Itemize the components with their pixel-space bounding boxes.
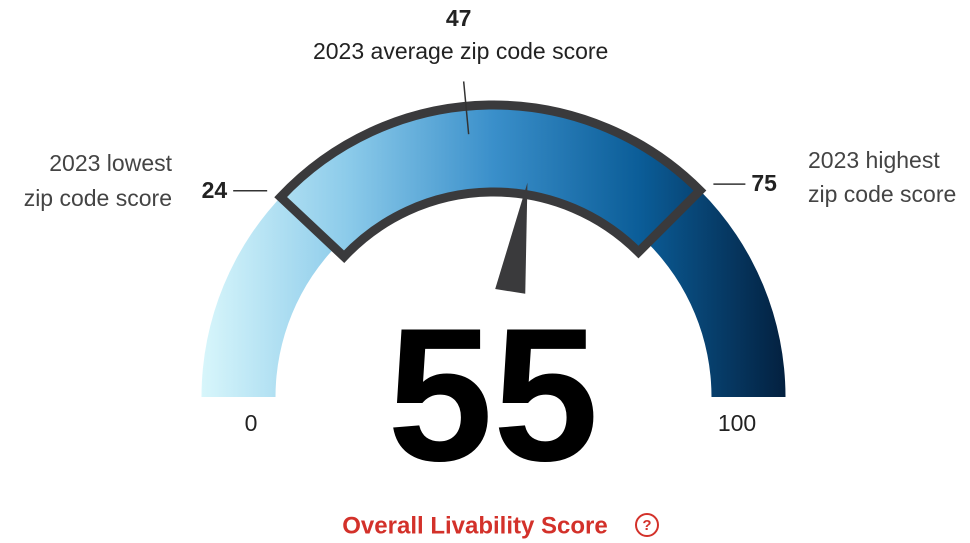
- marker-label: 2023 average zip code score: [313, 38, 608, 64]
- needle: [495, 182, 528, 294]
- marker-value: 24: [202, 177, 228, 203]
- range-max-label: 100: [718, 410, 756, 436]
- marker-value: 75: [751, 170, 777, 196]
- marker-label: zip code score: [24, 185, 172, 211]
- marker-leader: [462, 81, 470, 135]
- range-min-label: 0: [245, 410, 258, 436]
- zip-range-band: [274, 100, 707, 264]
- help-icon[interactable]: ?: [635, 513, 659, 537]
- marker-label: 2023 lowest: [49, 150, 172, 176]
- score-value: 55: [387, 289, 598, 501]
- marker-value: 47: [446, 5, 472, 31]
- marker-label: 2023 highest: [808, 147, 940, 173]
- marker-label: zip code score: [808, 181, 956, 207]
- svg-text:?: ?: [642, 517, 651, 534]
- score-title: Overall Livability Score: [342, 512, 607, 539]
